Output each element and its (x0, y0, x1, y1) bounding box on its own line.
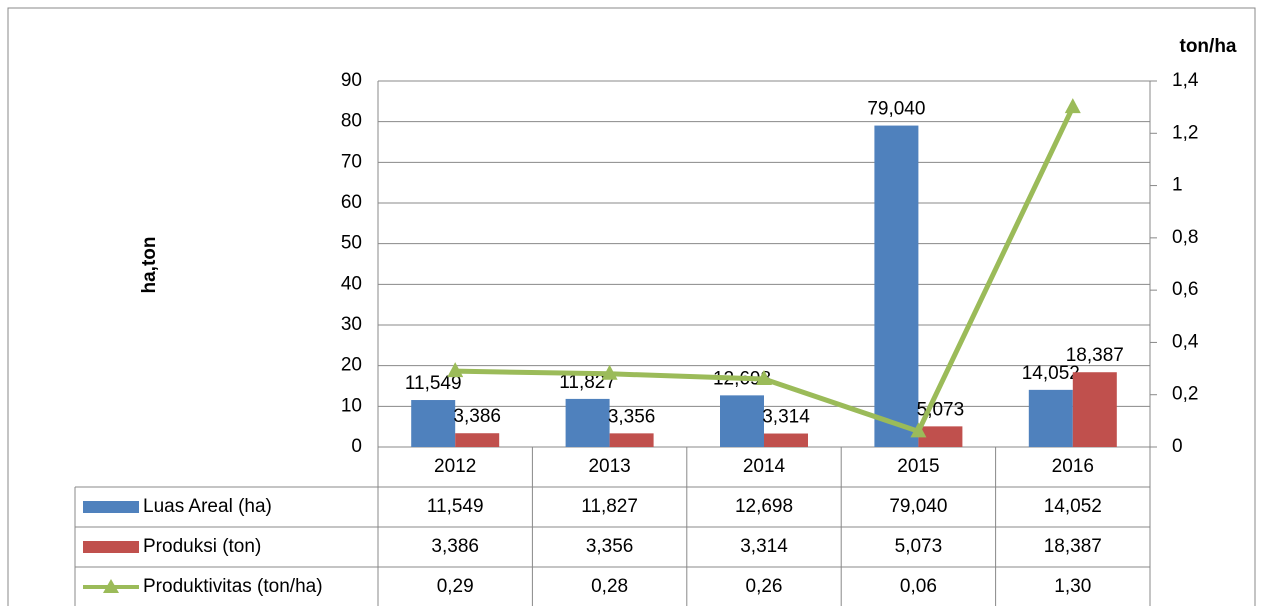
bar (411, 400, 456, 447)
y-tick-label: 40 (341, 273, 362, 294)
table-cell: 3,356 (586, 536, 634, 557)
y-tick-label: 10 (341, 395, 362, 416)
y2-axis-label: ton/ha (1180, 36, 1237, 57)
y-tick-label: 60 (341, 192, 362, 213)
data-label: 79,040 (867, 99, 925, 120)
bar (1072, 372, 1117, 447)
table-cell: 0,29 (437, 576, 474, 597)
bar (565, 398, 610, 447)
bar (918, 426, 963, 447)
bar (609, 433, 654, 447)
table-cell: 3,314 (740, 536, 788, 557)
y2-tick-label: 0 (1172, 436, 1183, 457)
y-tick-label: 70 (341, 151, 362, 172)
y-tick-label: 90 (341, 70, 362, 91)
bar (720, 395, 764, 447)
y-tick-label: 20 (341, 355, 362, 376)
y-tick-label: 80 (341, 111, 362, 132)
legend-label: Luas Areal (ha) (143, 496, 272, 517)
table-cell: 12,698 (735, 496, 793, 517)
legend-label: Produksi (ton) (143, 536, 261, 557)
legend-key (83, 501, 139, 513)
data-label: 3,356 (608, 406, 656, 427)
y2-tick-label: 1,2 (1172, 122, 1198, 143)
line-marker (447, 362, 464, 378)
table-cell: 18,387 (1044, 536, 1102, 557)
bar (1028, 389, 1073, 447)
table-cell: 79,040 (889, 496, 947, 517)
y2-tick-label: 0,8 (1172, 227, 1198, 248)
y2-tick-label: 1,4 (1172, 70, 1199, 91)
y-tick-label: 30 (341, 314, 362, 335)
table-cell: 3,386 (431, 536, 479, 557)
y2-tick-label: 0,2 (1172, 384, 1198, 405)
data-label: 14,052 (1022, 363, 1080, 384)
bar (764, 433, 808, 447)
table-cell: 0,28 (591, 576, 628, 597)
table-cell: 11,549 (427, 496, 484, 517)
data-label: 11,827 (559, 372, 616, 393)
table-cell: 14,052 (1044, 496, 1102, 517)
y-tick-label: 0 (351, 436, 362, 457)
x-tick-label: 2015 (897, 456, 939, 477)
legend-label: Produktivitas (ton/ha) (143, 576, 323, 597)
table-cell: 1,30 (1054, 576, 1091, 597)
table-cell: 0,26 (746, 576, 783, 597)
x-tick-label: 2013 (588, 456, 630, 477)
y2-tick-label: 0,4 (1172, 331, 1199, 352)
data-label: 11,549 (405, 373, 462, 394)
table-cell: 0,06 (900, 576, 937, 597)
data-label: 18,387 (1066, 345, 1124, 366)
line-marker (601, 364, 618, 380)
y-axis-label: ha,ton (139, 237, 160, 294)
data-label: 3,314 (762, 407, 810, 428)
table-cell: 5,073 (895, 536, 943, 557)
y2-tick-label: 0,6 (1172, 279, 1198, 300)
y2-tick-label: 1 (1172, 175, 1183, 196)
table-cell: 11,827 (581, 496, 638, 517)
legend-key (83, 541, 139, 553)
bar (455, 433, 500, 447)
y-tick-label: 50 (341, 233, 362, 254)
line-marker (910, 422, 927, 438)
line-marker (756, 370, 772, 386)
bar (874, 125, 919, 447)
line-marker (1064, 98, 1081, 114)
x-tick-label: 2014 (743, 456, 786, 477)
x-tick-label: 2016 (1052, 456, 1094, 477)
legend-key (103, 579, 119, 593)
chart-border (7, 7, 1256, 606)
data-label: 3,386 (453, 406, 501, 427)
x-tick-label: 2012 (434, 456, 476, 477)
